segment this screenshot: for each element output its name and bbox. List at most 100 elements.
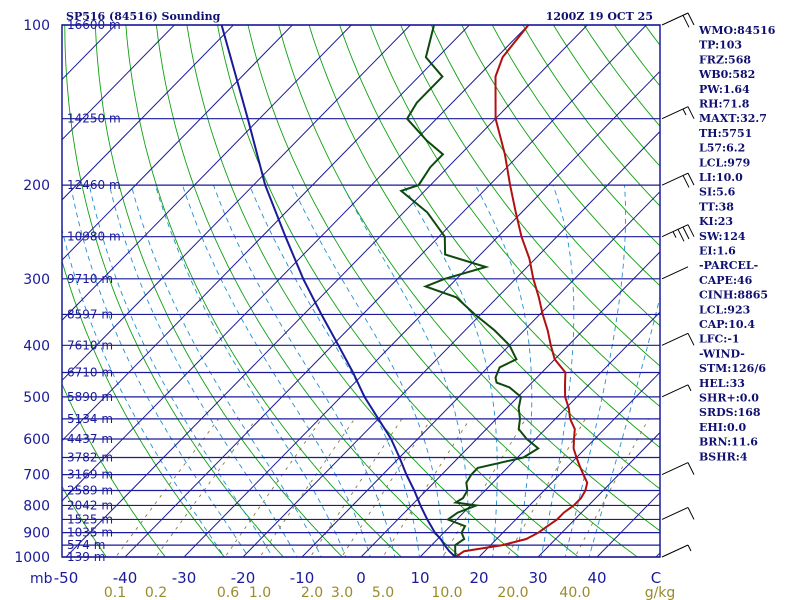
wind-barb-staff [661, 332, 689, 346]
pressure-unit-label: mb [30, 571, 53, 587]
mixing-ratio-line [224, 418, 323, 557]
index-line: WB0:582 [698, 68, 755, 81]
dry-adiabat [491, 25, 660, 247]
index-line: LCL:923 [699, 303, 750, 316]
wind-barb-staff [661, 266, 689, 280]
moist-adiabat [182, 184, 371, 557]
mixing-ratio-label: 20.0 [497, 585, 528, 600]
height-label: 14250 m [67, 112, 121, 126]
pressure-tick-label: 300 [23, 272, 50, 288]
pressure-tick-label: 1000 [14, 550, 50, 566]
index-line: LCL:979 [699, 156, 750, 169]
height-label: 1035 m [67, 526, 113, 540]
wind-barb-flag [687, 507, 695, 520]
temperature-tick-label: 0 [356, 569, 366, 587]
isotherm [62, 25, 471, 442]
isotherm [301, 190, 660, 557]
wind-barb-flag [687, 12, 695, 26]
wind-barb-half [672, 231, 677, 238]
mixing-ratio-label: 2.0 [301, 585, 323, 600]
height-label: 7610 m [67, 338, 113, 352]
dry-adiabat [308, 25, 660, 490]
moist-adiabat [540, 184, 575, 557]
height-label: 4437 m [67, 432, 113, 446]
moist-adiabat [588, 295, 660, 557]
mixing-ratio-label: 1.0 [249, 585, 271, 600]
index-line: CINH:8865 [699, 289, 768, 302]
moist-adiabat [475, 184, 533, 557]
index-line: SRDS:168 [699, 406, 761, 419]
moist-adiabat [108, 184, 298, 557]
pressure-tick-label: 500 [23, 390, 50, 406]
index-line: BRN:11.6 [699, 436, 758, 449]
height-label: 2042 m [67, 498, 113, 512]
dry-adiabat [430, 25, 660, 327]
wind-barb-staff [661, 172, 689, 186]
temperature-tick-label: 30 [528, 569, 547, 587]
height-label: 139 m [67, 550, 105, 564]
parcel-trace [220, 25, 457, 557]
wind-barb-staff [661, 12, 689, 26]
wind-barb-half [682, 108, 687, 116]
wind-barb-flag [687, 333, 695, 346]
dry-adiabat [62, 382, 166, 557]
isobars [62, 24, 660, 558]
pressure-tick-label: 600 [23, 432, 50, 448]
index-line: HEL:33 [699, 377, 745, 390]
wind-barb-half [687, 384, 692, 392]
index-line: SHR+:0.0 [699, 392, 759, 405]
height-label: 3169 m [67, 468, 113, 482]
dry-adiabat [64, 25, 285, 557]
index-line: L57:6.2 [699, 142, 745, 155]
dry-adiabat [400, 25, 660, 367]
frame [61, 24, 661, 558]
moist-adiabat [213, 184, 396, 557]
wind-barb-staff [661, 462, 689, 476]
mixing-ratio-label: 40.0 [559, 585, 590, 600]
pressure-tick-label: 800 [23, 498, 50, 514]
index-line: TP:103 [699, 39, 742, 52]
moist-adiabat [62, 227, 226, 557]
index-line: EI:1.6 [699, 245, 736, 258]
mixing-ratio-label: 0.1 [104, 585, 126, 600]
moist-adiabat [130, 184, 322, 557]
index-line: EHI:0.0 [699, 421, 746, 434]
wind-barb-flag [687, 172, 695, 186]
dewpoint-trace [399, 25, 540, 557]
wind-barb-flag [687, 224, 695, 237]
temperature-tick-label: -40 [113, 569, 138, 587]
dry-adiabat [217, 25, 580, 557]
temperature-tick-label: -30 [172, 569, 197, 587]
mixing-ratio-line [115, 418, 219, 557]
background-lines [0, 13, 660, 568]
mixing-ratio-label: 5.0 [372, 585, 394, 600]
height-label: 16600 m [67, 18, 121, 32]
height-label: 2589 m [67, 484, 113, 498]
index-line: CAP:10.4 [699, 318, 755, 331]
temperature-tick-label: 20 [469, 569, 488, 587]
dry-adiabat [94, 25, 344, 557]
index-line: TT:38 [699, 200, 734, 213]
temperature-tick-label: -50 [54, 569, 79, 587]
temperature-tick-label: C [651, 569, 661, 587]
height-label: 574 m [67, 538, 105, 552]
index-line: STM:126/6 [699, 362, 766, 375]
index-line: LI:10.0 [699, 171, 743, 184]
index-line: SW:124 [699, 230, 746, 243]
isotherm [62, 25, 353, 321]
dry-adiabat [339, 25, 660, 449]
isotherm [62, 25, 530, 502]
index-line: KI:23 [699, 215, 733, 228]
wind-barb-staff [661, 384, 689, 398]
isotherm [0, 13, 9, 568]
wind-barb-staff [661, 544, 689, 558]
height-label: 9710 m [67, 272, 113, 286]
mixing-ratio-label: 10.0 [431, 585, 462, 600]
height-label: 6710 m [67, 366, 113, 380]
wind-barb-flag [687, 462, 695, 475]
dry-adiabat [461, 25, 660, 287]
height-label: 5134 m [67, 412, 113, 426]
moist-adiabat [154, 184, 347, 557]
